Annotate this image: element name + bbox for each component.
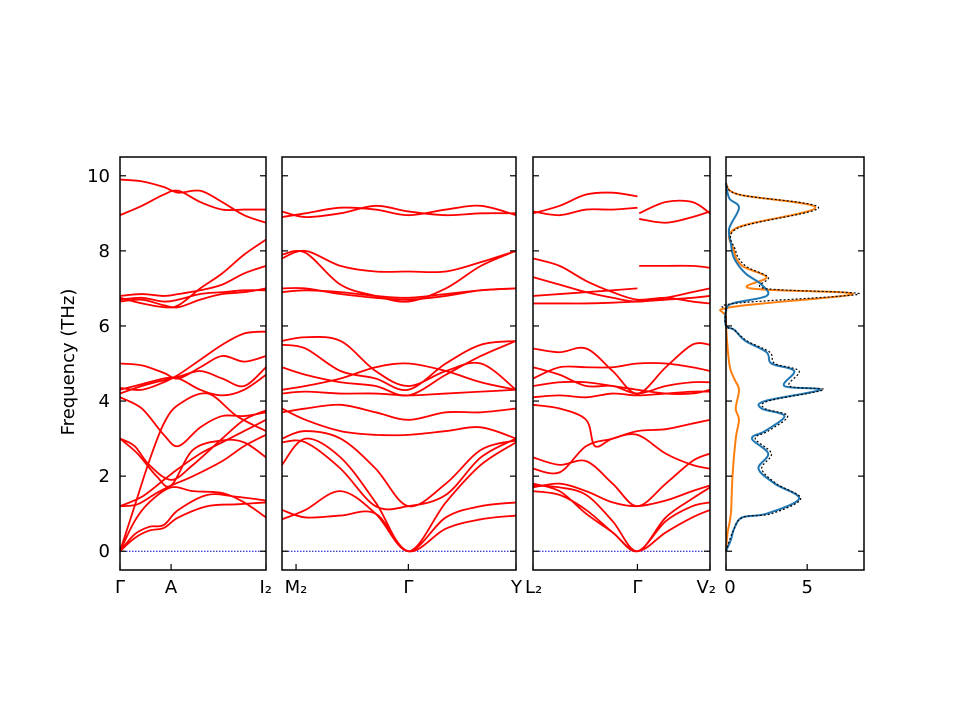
x-tick-label: L₂ xyxy=(525,577,542,598)
band-line-10 xyxy=(119,374,267,397)
band-line-15 xyxy=(281,249,517,303)
x-tick-label: Γ xyxy=(632,577,642,598)
band-line-8 xyxy=(119,437,267,488)
band-line-7 xyxy=(119,409,267,481)
y-tick-label: 10 xyxy=(87,166,110,187)
band-line-12 xyxy=(532,362,711,380)
band-line-6 xyxy=(281,407,517,440)
x-tick-label: A xyxy=(165,577,178,598)
band-panel-path-m2-gamma-y: M₂ Γ Y xyxy=(281,156,523,598)
band-line-5 xyxy=(532,452,711,508)
band-line-13 xyxy=(119,355,267,380)
x-tick-label: Y xyxy=(510,577,523,598)
band-line-6 xyxy=(119,419,267,508)
band-line-20 xyxy=(639,210,711,224)
dos-total-curve xyxy=(724,183,822,552)
x-tick-label: Γ xyxy=(115,577,125,598)
band-line-3 xyxy=(532,482,711,508)
y-axis-title: Frequency (THz) xyxy=(58,289,79,436)
band-line-14 xyxy=(119,287,267,309)
dos-x-tick-label: 0 xyxy=(724,577,735,598)
x-tick-label: Γ xyxy=(403,577,413,598)
band-line-9 xyxy=(532,380,711,395)
dos-x-tick-label: 5 xyxy=(801,577,812,598)
band-line-9 xyxy=(119,396,267,448)
band-line-7 xyxy=(532,403,711,470)
x-tick-label: I₂ xyxy=(259,577,272,598)
band-line-7 xyxy=(281,403,517,421)
panel-frame xyxy=(532,156,711,571)
band-line-9 xyxy=(281,362,517,391)
band-panel-path-gamma-a-i2: Γ A I₂ xyxy=(115,156,272,598)
band-line-16 xyxy=(281,249,517,274)
panel-frame xyxy=(119,156,267,571)
band-line-12 xyxy=(119,330,267,391)
band-line-19 xyxy=(532,206,638,217)
band-line-11 xyxy=(281,340,517,392)
band-line-17 xyxy=(639,264,711,269)
band-line-8 xyxy=(281,388,517,397)
dos-panel-frame xyxy=(725,156,865,571)
x-tick-label: V₂ xyxy=(696,577,716,598)
y-tick-label: 6 xyxy=(99,316,110,337)
band-line-10 xyxy=(281,340,517,397)
band-line-12 xyxy=(281,336,517,391)
band-line-5 xyxy=(281,430,517,508)
band-line-21 xyxy=(638,199,711,215)
band-line-18 xyxy=(532,191,638,215)
band-line-16 xyxy=(119,238,267,309)
band-line-10 xyxy=(532,366,711,395)
x-tick-label: M₂ xyxy=(285,577,308,598)
band-panel-path-l2-gamma-v2: L₂ Γ V₂ xyxy=(525,156,716,598)
band-line-3 xyxy=(119,486,267,552)
band-line-4 xyxy=(281,437,517,511)
band-line-4 xyxy=(532,490,711,553)
band-line-18 xyxy=(281,204,517,218)
band-line-17 xyxy=(281,204,517,218)
y-tick-label: 8 xyxy=(99,241,110,262)
band-line-16 xyxy=(532,257,711,305)
band-line-4 xyxy=(119,392,267,552)
panel-frame xyxy=(281,156,517,571)
y-tick-label: 4 xyxy=(99,391,110,412)
band-line-1 xyxy=(532,484,711,553)
band-line-11 xyxy=(532,342,711,395)
band-line-8 xyxy=(532,390,711,399)
band-line-3 xyxy=(281,437,517,553)
band-line-15 xyxy=(532,276,711,303)
band-line-19 xyxy=(119,178,267,224)
band-line-5 xyxy=(119,434,267,508)
dos-partial-curve xyxy=(719,182,854,552)
band-line-2 xyxy=(281,490,517,553)
y-tick-label: 2 xyxy=(99,466,110,487)
band-line-18 xyxy=(119,189,266,217)
band-line-1 xyxy=(119,501,267,552)
band-line-13 xyxy=(533,295,711,305)
y-tick-label: 0 xyxy=(99,541,110,562)
band-line-17 xyxy=(119,265,267,297)
